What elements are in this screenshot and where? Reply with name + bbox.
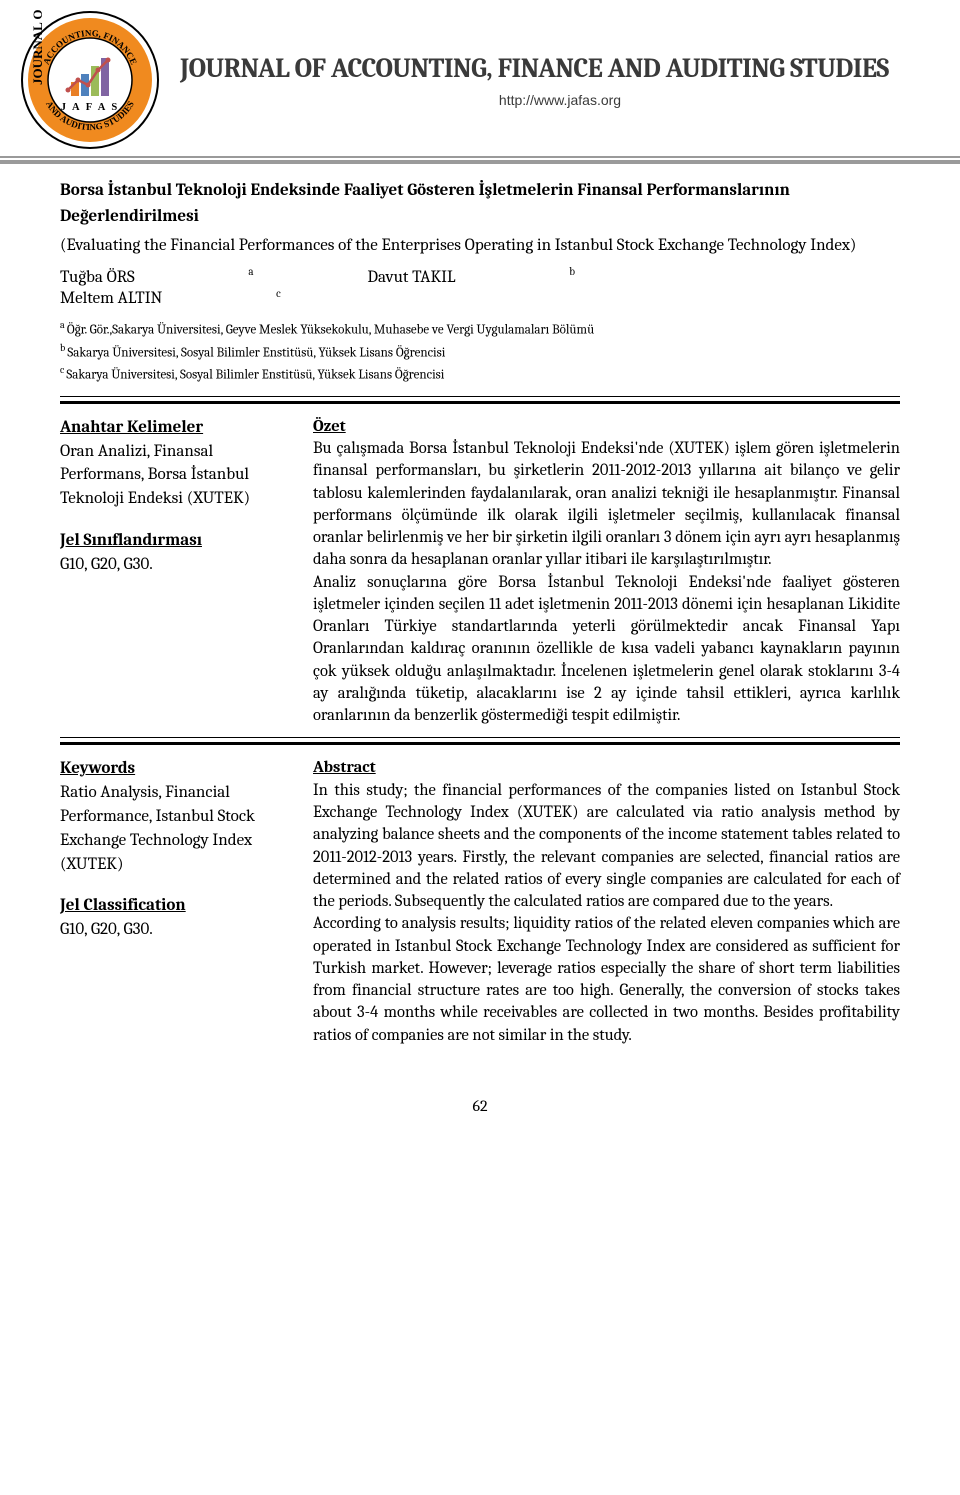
turkish-section: Anahtar Kelimeler Oran Analizi, Finansal…: [60, 416, 900, 728]
section-rule-1: [60, 396, 900, 397]
abstract-body-tr: Bu çalışmada Borsa İstanbul Teknoloji En…: [313, 438, 900, 727]
abstract-body-en: In this study; the financial performance…: [313, 780, 900, 1047]
affiliations-block: a Öğr. Gör.,Sakarya Üniversitesi, Geyve …: [60, 318, 900, 385]
jel-heading-en: Jel Classification: [60, 894, 285, 918]
english-section: Keywords Ratio Analysis, Financial Perfo…: [60, 757, 900, 1046]
abstract-heading-en: Abstract: [313, 757, 900, 779]
section-rule-3: [60, 737, 900, 738]
keywords-heading-en: Keywords: [60, 757, 285, 781]
keywords-body-en: Ratio Analysis, Financial Performance, I…: [60, 781, 285, 876]
author-2: Davut TAKIL b: [367, 265, 575, 287]
affiliation-c: c Sakarya Üniversitesi, Sosyal Bilimler …: [60, 363, 900, 385]
journal-header: ACCOUNTING, FINANCE AND AUDITING STUDIES…: [0, 0, 960, 150]
keywords-heading-tr: Anahtar Kelimeler: [60, 416, 285, 440]
jel-body-tr: G10, G20, G30.: [60, 553, 285, 577]
header-rule-thick: [0, 160, 960, 164]
svg-text:J A F A S: J A F A S: [61, 102, 119, 113]
keywords-body-tr: Oran Analizi, Finansal Performans, Borsa…: [60, 440, 285, 511]
article-title-en: (Evaluating the Financial Performances o…: [60, 233, 900, 259]
main-content: Borsa İstanbul Teknoloji Endeksinde Faal…: [0, 178, 960, 1087]
page-number: 62: [0, 1087, 960, 1145]
header-rule-thin: [0, 156, 960, 158]
jel-heading-tr: Jel Sınıflandırması: [60, 529, 285, 553]
affiliation-a: a Öğr. Gör.,Sakarya Üniversitesi, Geyve …: [60, 318, 900, 340]
abstract-heading-tr: Özet: [313, 416, 900, 438]
section-rule-4: [60, 742, 900, 745]
author-1: Tuğba ÖRS a: [60, 265, 254, 287]
jel-body-en: G10, G20, G30.: [60, 918, 285, 942]
journal-url-text: http://www.jafas.org: [180, 92, 940, 108]
author-3: Meltem ALTIN c: [60, 287, 281, 309]
section-rule-2: [60, 401, 900, 404]
svg-text:JOURNAL OF: JOURNAL OF: [30, 10, 45, 85]
author-list: Tuğba ÖRS a Davut TAKIL b Meltem ALTIN c: [60, 265, 900, 308]
affiliation-b: b Sakarya Üniversitesi, Sosyal Bilimler …: [60, 341, 900, 363]
journal-title: JOURNAL OF ACCOUNTING, FINANCE AND AUDIT…: [180, 53, 940, 84]
journal-logo: ACCOUNTING, FINANCE AND AUDITING STUDIES…: [20, 10, 160, 150]
article-title-tr: Borsa İstanbul Teknoloji Endeksinde Faal…: [60, 178, 900, 231]
